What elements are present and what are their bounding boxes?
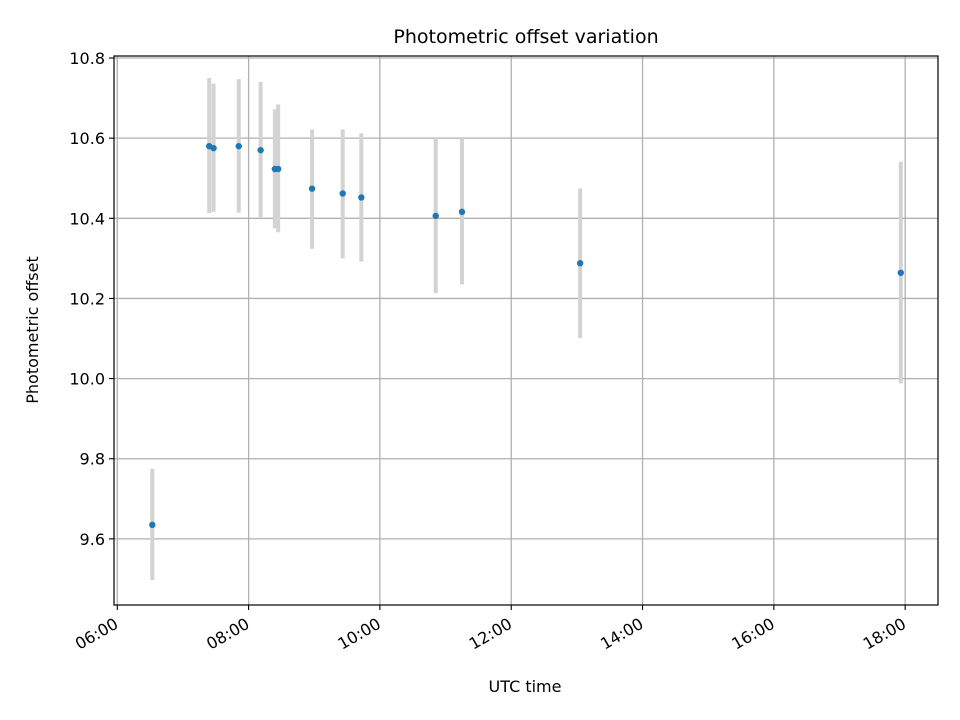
data-point	[358, 194, 365, 201]
x-gridlines	[116, 56, 906, 605]
y-tick-label: 10.8	[69, 49, 105, 68]
plot-frame	[113, 55, 939, 606]
y-tick-label: 10.2	[69, 289, 105, 308]
data-point	[308, 185, 316, 192]
x-tick-label: 18:00	[860, 614, 909, 654]
data-point	[432, 212, 439, 220]
y-tick-label: 10.0	[69, 370, 105, 389]
x-tick-label: 08:00	[203, 614, 252, 654]
data-point	[257, 146, 264, 154]
x-tick-label: 06:00	[72, 614, 121, 654]
chart-title: Photometric offset variation	[393, 26, 658, 48]
x-axis-label: UTC time	[489, 677, 562, 696]
y-tick-label: 10.4	[69, 209, 105, 228]
data-point	[210, 144, 217, 152]
data-point	[235, 142, 242, 150]
y-axis-ticks: 9.6 9.8 10.0 10.2 10.4 10.6 10.8	[69, 49, 114, 549]
data-point	[339, 190, 346, 197]
x-axis-ticks: 06:00 08:00 10:00 12:00 14:00 16:00 18:00	[72, 605, 909, 654]
data-point	[274, 165, 282, 173]
data-point	[897, 269, 904, 276]
y-tick-label: 9.6	[80, 530, 105, 549]
data-point	[149, 521, 156, 529]
y-tick-label: 9.8	[80, 450, 105, 469]
x-tick-label: 14:00	[597, 614, 646, 654]
data-point	[458, 208, 466, 216]
x-tick-label: 16:00	[728, 614, 777, 654]
y-axis-label: Photometric offset	[23, 256, 42, 404]
data-points	[149, 142, 904, 529]
x-tick-label: 10:00	[334, 614, 383, 654]
data-point	[576, 259, 584, 267]
y-tick-label: 10.6	[69, 129, 105, 148]
x-tick-label: 12:00	[466, 614, 515, 654]
error-bars	[150, 78, 903, 581]
y-gridlines	[114, 57, 938, 540]
